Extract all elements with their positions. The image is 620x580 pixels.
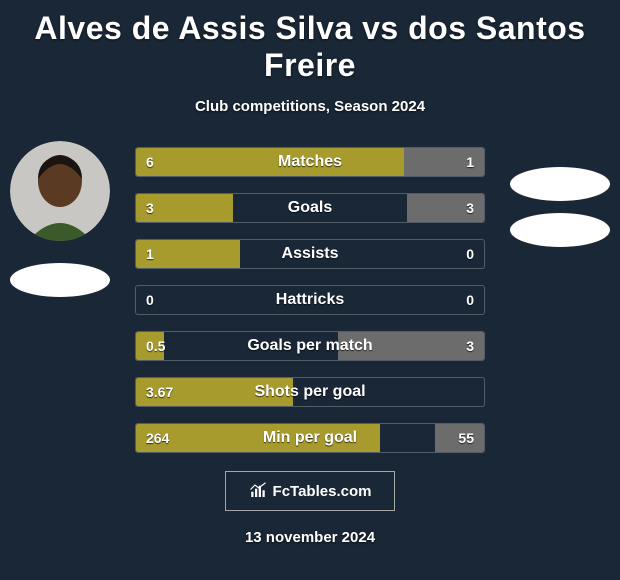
player-flag-left [10,263,110,297]
brand-badge: FcTables.com [225,471,395,511]
player-flag-right [510,213,610,247]
stat-row: 3.67 Shots per goal [135,377,485,407]
stat-bar-left [136,148,404,176]
stat-row: 0 Hattricks 0 [135,285,485,315]
stat-label: Matches [278,153,342,171]
stat-value-right: 0 [466,246,474,262]
stat-value-right: 3 [466,338,474,354]
stat-value-right: 0 [466,292,474,308]
stat-row: 0.5 Goals per match 3 [135,331,485,361]
stat-value-left: 0 [146,292,154,308]
stat-row: 3 Goals 3 [135,193,485,223]
page-title: Alves de Assis Silva vs dos Santos Freir… [0,0,620,84]
stat-label: Goals [288,199,332,217]
stat-value-right: 3 [466,200,474,216]
brand-text: FcTables.com [273,483,372,500]
stat-value-left: 3 [146,200,154,216]
player-avatar-right [510,167,610,201]
stat-value-left: 264 [146,430,169,446]
stat-value-right: 1 [466,154,474,170]
stat-label: Shots per goal [254,383,365,401]
chart-icon [249,482,267,500]
comparison-panel: 6 Matches 1 3 Goals 3 1 Assists 0 0 Hattricks 0 0.5 G… [0,147,620,453]
stat-label: Hattricks [276,291,344,309]
stat-value-left: 6 [146,154,154,170]
player-avatar-left [10,141,110,241]
stat-bars: 6 Matches 1 3 Goals 3 1 Assists 0 0 Hattricks 0 0.5 G… [135,147,485,453]
stat-row: 6 Matches 1 [135,147,485,177]
snapshot-date: 13 november 2024 [0,529,620,546]
stat-label: Min per goal [263,429,357,447]
stat-value-left: 1 [146,246,154,262]
stat-row: 264 Min per goal 55 [135,423,485,453]
stat-value-right: 55 [458,430,474,446]
stat-label: Assists [282,245,339,263]
stat-value-left: 3.67 [146,384,173,400]
stat-value-left: 0.5 [146,338,165,354]
stat-row: 1 Assists 0 [135,239,485,269]
page-subtitle: Club competitions, Season 2024 [0,98,620,115]
stat-label: Goals per match [247,337,372,355]
